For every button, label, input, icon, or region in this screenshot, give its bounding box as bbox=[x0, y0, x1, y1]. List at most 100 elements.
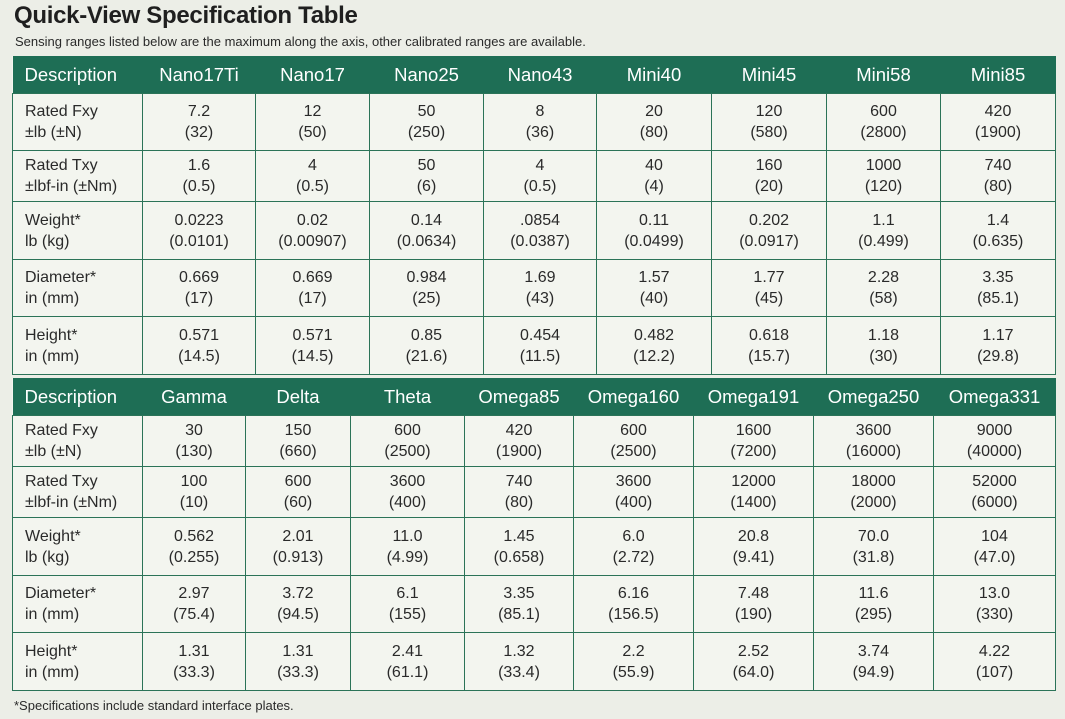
column-header-description: Description bbox=[12, 56, 143, 94]
spec-cell: 0.02 (0.00907) bbox=[255, 201, 370, 260]
spec-cell: 1.45 (0.658) bbox=[464, 517, 574, 576]
column-header-model: Theta bbox=[350, 378, 465, 416]
metric-value: (16000) bbox=[845, 443, 902, 460]
metric-value: (14.5) bbox=[178, 347, 220, 365]
spec-cell: 50 (250) bbox=[369, 93, 484, 151]
spec-cell: 1.6 (0.5) bbox=[142, 150, 256, 202]
metric-value: (12.2) bbox=[633, 347, 675, 365]
table-row: Rated Txy ±lbf-in (±Nm) 1.6 (0.5) 4 (0.5) 50 (6… bbox=[12, 150, 1056, 202]
table-row: Height* in (mm) 1.31 (33.3) 1.31 (33.3) 2.41 (6… bbox=[12, 632, 1056, 691]
metric-value: (0.0634) bbox=[396, 232, 457, 250]
metric-value: (0.5) bbox=[182, 178, 216, 195]
metric-value: (295) bbox=[854, 606, 893, 623]
imperial-value: 1.6 bbox=[187, 157, 211, 174]
imperial-value: 2.97 bbox=[178, 585, 210, 602]
row-label: Rated Fxy ±lb (±N) bbox=[12, 93, 143, 151]
metric-value: (330) bbox=[975, 606, 1014, 623]
metric-value: (0.913) bbox=[272, 548, 324, 566]
spec-cell: 1.17 (29.8) bbox=[940, 316, 1056, 375]
table-row: Rated Txy ±lbf-in (±Nm) 100 (10) 600 (60) 3600… bbox=[12, 466, 1056, 518]
metric-value: (30) bbox=[869, 347, 898, 365]
imperial-value: 0.02 bbox=[296, 211, 329, 229]
metric-value: (156.5) bbox=[608, 606, 659, 623]
row-label-quantity: Rated Txy bbox=[25, 157, 98, 174]
metric-value: (190) bbox=[734, 606, 773, 623]
spec-cell: 1600 (7200) bbox=[693, 415, 814, 467]
spec-cell: 0.571 (14.5) bbox=[142, 316, 256, 375]
spec-cell: 2.52 (64.0) bbox=[693, 632, 814, 691]
imperial-value: 40 bbox=[645, 157, 663, 174]
spec-cell: 0.669 (17) bbox=[255, 259, 370, 317]
footnote: *Specifications include standard interfa… bbox=[14, 698, 294, 713]
imperial-value: 0.618 bbox=[748, 326, 790, 344]
imperial-value: 0.14 bbox=[410, 211, 443, 229]
imperial-value: 20.8 bbox=[737, 527, 770, 545]
spec-cell: 40 (4) bbox=[596, 150, 712, 202]
imperial-value: 18000 bbox=[851, 473, 896, 490]
spec-cell: 9000 (40000) bbox=[933, 415, 1056, 467]
column-header-model: Gamma bbox=[142, 378, 246, 416]
metric-value: (0.5) bbox=[296, 178, 329, 195]
metric-value: (0.658) bbox=[493, 548, 545, 566]
spec-cell: 0.454 (11.5) bbox=[483, 316, 597, 375]
metric-value: (40) bbox=[639, 290, 669, 307]
imperial-value: 0.0223 bbox=[174, 211, 224, 229]
imperial-value: 420 bbox=[505, 422, 533, 439]
column-header-model: Nano25 bbox=[369, 56, 484, 94]
metric-value: (0.0387) bbox=[510, 232, 570, 250]
row-label: Rated Txy ±lbf-in (±Nm) bbox=[12, 466, 143, 518]
imperial-value: 30 bbox=[185, 422, 203, 439]
imperial-value: 1.1 bbox=[872, 211, 895, 229]
spec-cell: 3600 (16000) bbox=[813, 415, 934, 467]
metric-value: (21.6) bbox=[405, 347, 448, 365]
column-header-description: Description bbox=[12, 378, 143, 416]
metric-value: (9.41) bbox=[732, 548, 775, 566]
spec-cell: 1.1 (0.499) bbox=[826, 201, 941, 260]
spec-cell: 3.74 (94.9) bbox=[813, 632, 934, 691]
spec-cell: 3.35 (85.1) bbox=[464, 575, 574, 633]
imperial-value: 1.32 bbox=[503, 642, 535, 660]
imperial-value: 2.28 bbox=[867, 269, 900, 286]
spec-cell: 6.1 (155) bbox=[350, 575, 465, 633]
metric-value: (36) bbox=[525, 124, 555, 141]
metric-value: (7200) bbox=[730, 443, 777, 460]
imperial-value: 600 bbox=[870, 103, 897, 120]
metric-value: (1900) bbox=[495, 443, 543, 460]
spec-cell: 0.562 (0.255) bbox=[142, 517, 246, 576]
metric-value: (0.0917) bbox=[739, 232, 799, 250]
imperial-value: 3.35 bbox=[503, 585, 535, 602]
spec-cell: 0.14 (0.0634) bbox=[369, 201, 484, 260]
imperial-value: 420 bbox=[984, 103, 1012, 120]
row-label-quantity: Height* bbox=[25, 326, 78, 344]
metric-value: (47.0) bbox=[973, 548, 1016, 566]
spec-cell: 600 (2500) bbox=[573, 415, 694, 467]
imperial-value: 740 bbox=[984, 157, 1012, 174]
imperial-value: 160 bbox=[755, 157, 783, 174]
spec-cell: 7.2 (32) bbox=[142, 93, 256, 151]
metric-value: (17) bbox=[184, 290, 214, 307]
metric-value: (400) bbox=[614, 494, 653, 511]
metric-value: (17) bbox=[298, 290, 327, 307]
row-label-units: lb (kg) bbox=[25, 548, 70, 566]
column-header-model: Nano17 bbox=[255, 56, 370, 94]
row-label-units: in (mm) bbox=[25, 347, 80, 365]
metric-value: (75.4) bbox=[173, 606, 215, 623]
imperial-value: 2.52 bbox=[737, 642, 770, 660]
metric-value: (0.635) bbox=[972, 232, 1024, 250]
metric-value: (2500) bbox=[610, 443, 657, 460]
metric-value: (10) bbox=[179, 494, 209, 511]
row-label-quantity: Height* bbox=[25, 642, 78, 660]
metric-value: (94.9) bbox=[852, 663, 895, 681]
page-title: Quick-View Specification Table bbox=[14, 2, 358, 29]
table-row: Diameter* in (mm) 0.669 (17) 0.669 (17) 0.984 (… bbox=[12, 259, 1056, 317]
metric-value: (107) bbox=[975, 663, 1014, 681]
spec-cell: 18000 (2000) bbox=[813, 466, 934, 518]
spec-cell: 1.57 (40) bbox=[596, 259, 712, 317]
imperial-value: 0.85 bbox=[410, 326, 443, 344]
spec-cell: 20 (80) bbox=[596, 93, 712, 151]
imperial-value: 52000 bbox=[972, 473, 1017, 490]
column-header-model: Omega191 bbox=[693, 378, 814, 416]
metric-value: (50) bbox=[298, 124, 327, 141]
spec-cell: 3.72 (94.5) bbox=[245, 575, 351, 633]
table-row: Weight* lb (kg) 0.0223 (0.0101) 0.02 (0.00907… bbox=[12, 201, 1056, 260]
